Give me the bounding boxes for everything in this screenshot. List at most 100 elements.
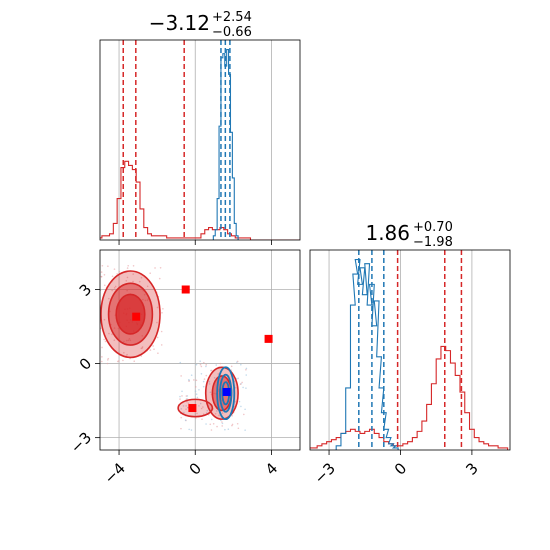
sample-dot <box>205 412 208 414</box>
sample-dot <box>141 346 144 348</box>
y-tick-label: 3 <box>76 280 95 299</box>
sample-dot <box>179 361 182 364</box>
sample-dot <box>181 390 183 393</box>
grid-c <box>328 250 473 450</box>
sample-dot <box>180 427 182 430</box>
x-tick-label: 0 <box>391 459 410 478</box>
sample-dot <box>243 413 245 416</box>
sample-dot <box>154 267 156 269</box>
plot-c <box>310 250 509 450</box>
sample-dot <box>140 347 143 350</box>
ticks-c: −3 0 3 <box>311 450 482 488</box>
sample-dot <box>118 270 121 273</box>
sample-dot <box>245 374 248 376</box>
marker-red <box>181 285 190 294</box>
sample-dot <box>107 357 110 360</box>
sample-dot <box>126 353 128 356</box>
sample-dot <box>127 264 130 267</box>
sample-dot <box>182 405 185 407</box>
sample-dot <box>218 414 220 417</box>
sample-dot <box>244 408 246 411</box>
sample-dot <box>202 385 205 388</box>
x-tick-label: 3 <box>462 459 481 478</box>
sample-dot <box>237 427 240 430</box>
sample-dot <box>238 400 241 403</box>
sample-dot <box>113 339 116 342</box>
sample-dot <box>215 364 218 366</box>
sample-dot <box>199 363 202 366</box>
y-tick-label: 0 <box>76 354 95 373</box>
sample-dot <box>180 375 182 377</box>
marker-red <box>188 404 197 413</box>
sample-dot <box>245 367 248 370</box>
sample-dot <box>188 428 190 431</box>
sample-dot <box>245 369 247 371</box>
sample-dot <box>100 360 103 363</box>
sample-dot <box>185 405 187 407</box>
sample-dot <box>179 398 181 400</box>
sample-dot <box>219 362 222 365</box>
sample-dot <box>132 265 135 267</box>
sample-dot <box>104 340 107 343</box>
sample-dot <box>153 348 155 350</box>
sample-dot <box>196 412 198 415</box>
sample-dot <box>156 321 158 324</box>
sample-dot <box>236 361 238 363</box>
x-tick-label: 4 <box>262 459 281 478</box>
sample-dot <box>210 429 213 431</box>
sample-dot <box>216 410 218 412</box>
histogram-red <box>310 345 509 450</box>
sample-dot <box>156 336 159 339</box>
sample-dot <box>231 415 233 417</box>
sample-dot <box>190 374 193 377</box>
sample-dot <box>101 346 103 349</box>
sample-dot <box>113 287 116 289</box>
sample-dot <box>200 407 203 410</box>
contour-blue <box>216 366 236 421</box>
sample-dot <box>200 372 203 375</box>
histogram-red <box>100 160 300 240</box>
sample-dot <box>195 379 198 382</box>
sample-dot <box>158 277 161 280</box>
ticks-b: −4 0 4 −3 0 3 <box>67 280 282 487</box>
sample-dot <box>208 383 211 385</box>
frame-c <box>309 249 511 451</box>
sample-dot <box>241 381 243 384</box>
sample-dot <box>160 344 163 346</box>
sample-dot <box>217 373 220 375</box>
panel-marginal-x <box>99 39 301 245</box>
sample-dot <box>184 419 187 422</box>
sample-dot <box>111 289 113 292</box>
sample-dot <box>146 285 149 288</box>
sample-dot <box>156 306 159 309</box>
sample-dot <box>103 318 106 321</box>
grid-a <box>118 40 272 240</box>
sample-dot <box>193 379 195 381</box>
sample-dot <box>208 380 211 383</box>
sample-dot <box>209 391 212 394</box>
ticks-a <box>118 240 272 245</box>
sample-dot <box>149 272 151 275</box>
sample-dot <box>107 265 109 268</box>
sample-dot <box>242 386 244 389</box>
sample-dot <box>190 429 193 431</box>
sample-dot <box>205 364 208 366</box>
sample-dot <box>244 429 246 431</box>
sample-dot <box>96 327 98 329</box>
title-param-2-upper: +0.70 <box>413 220 453 235</box>
sample-dot <box>230 365 233 368</box>
sample-dot <box>111 275 114 278</box>
sample-dot <box>194 417 197 419</box>
sample-dot <box>212 423 215 425</box>
sample-dot <box>221 421 223 423</box>
sample-dot <box>187 402 190 405</box>
sample-dot <box>106 362 109 365</box>
sample-dot <box>132 280 134 283</box>
panel-joint: −4 0 4 −3 0 3 <box>67 249 301 488</box>
sample-dot <box>101 356 103 358</box>
frame-a <box>99 39 301 241</box>
sample-dot <box>231 423 234 426</box>
title-param-1-upper: +2.54 <box>212 10 252 25</box>
sample-dot <box>205 365 207 368</box>
